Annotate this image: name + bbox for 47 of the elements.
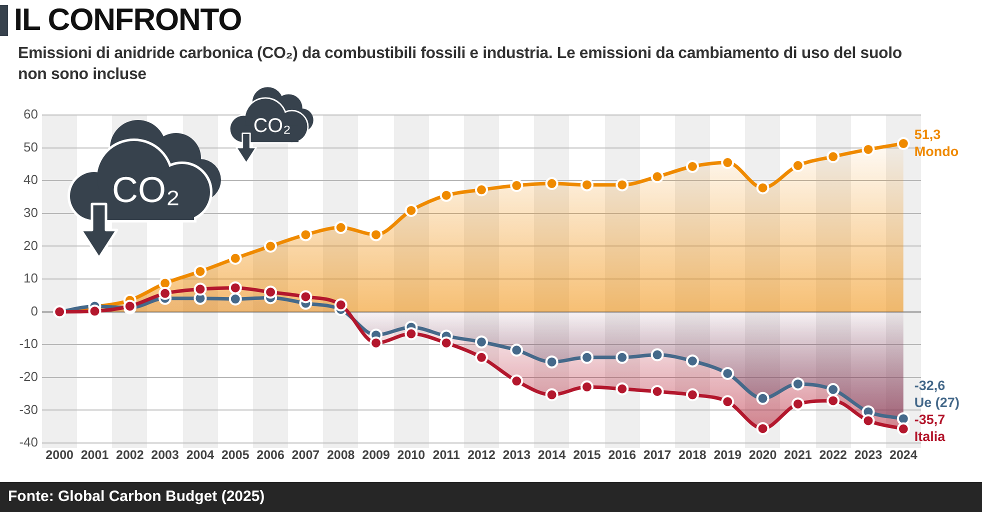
chart-subtitle: Emissioni di anidride carbonica (CO₂) da combustibili fossili e industria. Le emissioni da cambiamento di uso del suolo non sono incluse — [18, 44, 903, 85]
x-tick-label: 2003 — [151, 448, 180, 462]
x-tick-label: 2015 — [573, 448, 601, 462]
chart-title: IL CONFRONTO — [14, 2, 242, 38]
x-tick-label: 2017 — [643, 448, 672, 462]
x-tick-label: 2022 — [819, 448, 848, 462]
x-tick-label: 2006 — [256, 448, 284, 462]
y-tick-label: 30 — [24, 204, 38, 220]
annotation: CO₂ — [253, 115, 291, 138]
data-label: -35,7 — [914, 412, 946, 428]
x-tick-label: 2001 — [80, 448, 109, 462]
source-note: Fonte: Global Carbon Budget (2025) — [8, 488, 265, 506]
x-tick-label: 2000 — [46, 448, 74, 462]
y-tick-label: 50 — [24, 139, 38, 154]
data-label: -32,6 — [914, 378, 946, 394]
x-tick-label: 2004 — [186, 448, 214, 462]
x-tick-label: 2012 — [468, 448, 496, 462]
annotation: CO₂ — [112, 169, 180, 210]
x-tick-label: 2008 — [326, 448, 355, 462]
x-tick-label: 2023 — [854, 448, 882, 462]
y-tick-label: 10 — [24, 270, 38, 286]
x-tick-label: 2005 — [221, 448, 250, 462]
y-tick-label: -20 — [19, 368, 38, 384]
x-tick-label: 2018 — [678, 448, 706, 462]
x-tick-label: 2014 — [538, 448, 566, 462]
x-tick-label: 2024 — [890, 448, 918, 462]
x-tick-label: 2019 — [714, 448, 742, 462]
series-label: Mondo — [914, 144, 959, 159]
y-tick-label: -40 — [19, 434, 38, 450]
data-label: 51,3 — [914, 126, 942, 142]
y-tick-label: 0 — [30, 303, 38, 318]
x-tick-label: 2013 — [502, 448, 531, 462]
y-tick-label: 20 — [24, 238, 38, 253]
x-tick-label: 2020 — [748, 448, 777, 462]
y-tick-label: -10 — [19, 336, 38, 352]
x-tick-label: 2010 — [397, 448, 426, 462]
x-tick-label: 2002 — [116, 448, 144, 462]
y-tick-label: 40 — [24, 172, 38, 188]
x-tick-label: 2021 — [784, 448, 812, 462]
series-label: Ue (27) — [914, 395, 960, 410]
x-tick-label: 2009 — [362, 448, 390, 462]
x-tick-label: 2011 — [432, 448, 460, 462]
y-tick-label: -30 — [19, 402, 38, 417]
y-tick-label: 60 — [24, 106, 38, 122]
series-label: Italia — [914, 429, 946, 444]
x-tick-label: 2007 — [292, 448, 320, 462]
x-tick-label: 2016 — [608, 448, 636, 462]
